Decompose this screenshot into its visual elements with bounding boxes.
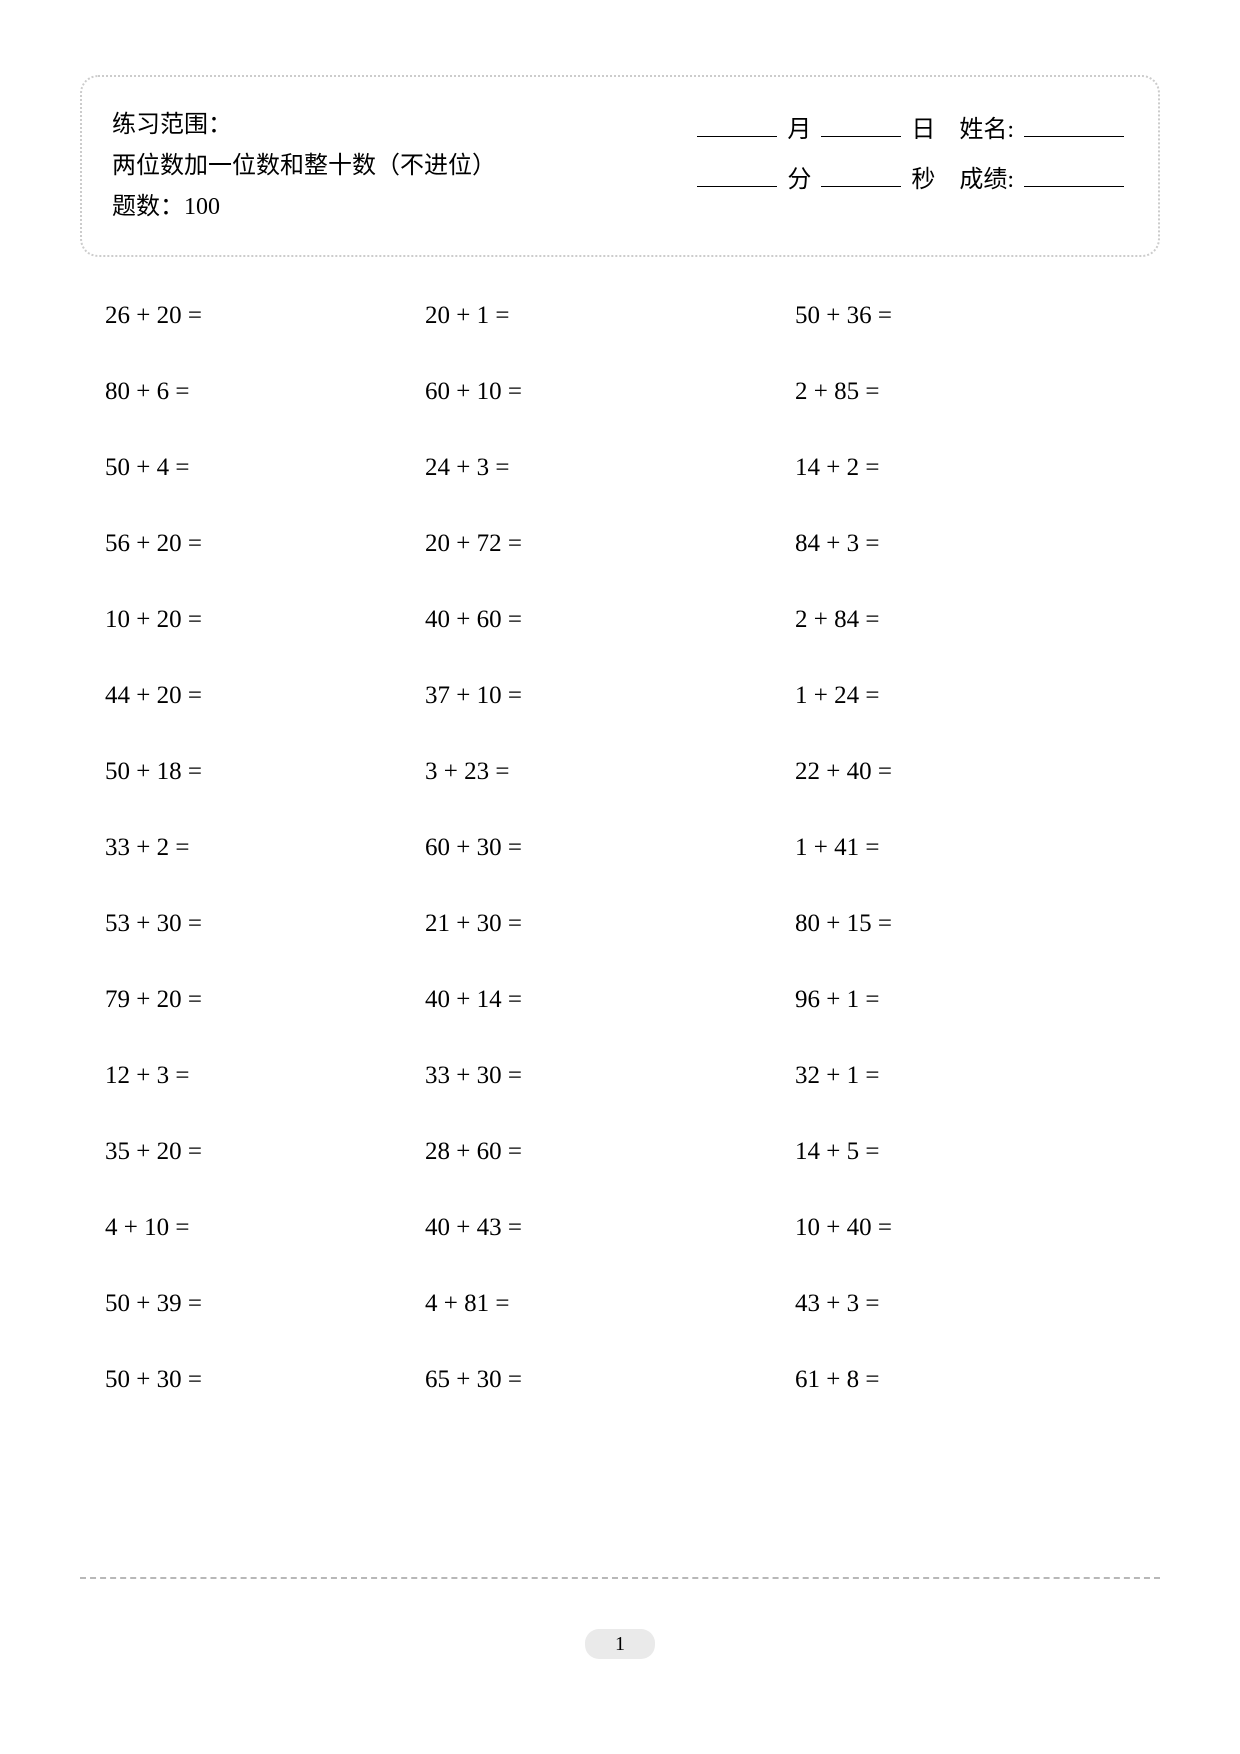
problem-row: 80 + 6 =60 + 10 =2 + 85 =: [105, 378, 1135, 406]
problem-cell: 79 + 20 =: [105, 986, 425, 1014]
problem-cell: 96 + 1 =: [795, 986, 1135, 1014]
problem-row: 33 + 2 =60 + 30 =1 + 41 =: [105, 834, 1135, 862]
problem-cell: 40 + 43 =: [425, 1214, 795, 1242]
score-label: 成绩:: [959, 167, 1014, 193]
name-label: 姓名:: [959, 117, 1014, 143]
problem-cell: 26 + 20 =: [105, 302, 425, 330]
count-value: 100: [184, 194, 220, 220]
score-blank[interactable]: [1024, 186, 1124, 187]
problem-row: 53 + 30 =21 + 30 =80 + 15 =: [105, 910, 1135, 938]
range-line: 练习范围：: [112, 105, 496, 146]
day-label: 日: [911, 117, 935, 143]
problem-cell: 80 + 15 =: [795, 910, 1135, 938]
problem-cell: 10 + 20 =: [105, 606, 425, 634]
problem-row: 12 + 3 =33 + 30 =32 + 1 =: [105, 1062, 1135, 1090]
problems-grid: 26 + 20 =20 + 1 =50 + 36 = 80 + 6 =60 + 1…: [80, 302, 1160, 1394]
count-line: 题数：100: [112, 187, 496, 228]
footer-divider: [80, 1577, 1160, 1579]
problem-cell: 32 + 1 =: [795, 1062, 1135, 1090]
problem-row: 44 + 20 =37 + 10 =1 + 24 =: [105, 682, 1135, 710]
problem-cell: 40 + 14 =: [425, 986, 795, 1014]
worksheet-page: 练习范围： 两位数加一位数和整十数（不进位） 题数：100 月 日 姓名: 分: [0, 0, 1240, 1394]
header-right: 月 日 姓名: 分 秒 成绩:: [693, 105, 1128, 227]
problem-cell: 4 + 81 =: [425, 1290, 795, 1318]
problem-cell: 22 + 40 =: [795, 758, 1135, 786]
range-value: 两位数加一位数和整十数（不进位）: [112, 146, 496, 187]
header-left: 练习范围： 两位数加一位数和整十数（不进位） 题数：100: [112, 105, 496, 227]
problem-cell: 40 + 60 =: [425, 606, 795, 634]
problem-cell: 14 + 2 =: [795, 454, 1135, 482]
problem-row: 50 + 4 =24 + 3 =14 + 2 =: [105, 454, 1135, 482]
problem-row: 79 + 20 =40 + 14 =96 + 1 =: [105, 986, 1135, 1014]
problem-row: 35 + 20 =28 + 60 =14 + 5 =: [105, 1138, 1135, 1166]
problem-row: 4 + 10 =40 + 43 =10 + 40 =: [105, 1214, 1135, 1242]
date-name-line: 月 日 姓名:: [693, 105, 1128, 155]
header-box: 练习范围： 两位数加一位数和整十数（不进位） 题数：100 月 日 姓名: 分: [80, 75, 1160, 257]
name-blank[interactable]: [1024, 136, 1124, 137]
problem-cell: 50 + 18 =: [105, 758, 425, 786]
problem-cell: 12 + 3 =: [105, 1062, 425, 1090]
problem-cell: 56 + 20 =: [105, 530, 425, 558]
page-number-text: 1: [615, 1633, 625, 1656]
second-label: 秒: [911, 167, 935, 193]
problem-cell: 1 + 24 =: [795, 682, 1135, 710]
minute-blank[interactable]: [697, 186, 777, 187]
problem-cell: 60 + 30 =: [425, 834, 795, 862]
problem-row: 50 + 39 =4 + 81 =43 + 3 =: [105, 1290, 1135, 1318]
problem-cell: 1 + 41 =: [795, 834, 1135, 862]
problem-cell: 44 + 20 =: [105, 682, 425, 710]
problem-cell: 33 + 2 =: [105, 834, 425, 862]
problem-cell: 14 + 5 =: [795, 1138, 1135, 1166]
problem-row: 10 + 20 =40 + 60 =2 + 84 =: [105, 606, 1135, 634]
problem-row: 50 + 30 =65 + 30 =61 + 8 =: [105, 1366, 1135, 1394]
problem-row: 56 + 20 =20 + 72 =84 + 3 =: [105, 530, 1135, 558]
problem-cell: 4 + 10 =: [105, 1214, 425, 1242]
problem-cell: 43 + 3 =: [795, 1290, 1135, 1318]
problem-cell: 20 + 1 =: [425, 302, 795, 330]
page-number: 1: [585, 1629, 655, 1659]
problem-cell: 50 + 30 =: [105, 1366, 425, 1394]
problem-cell: 53 + 30 =: [105, 910, 425, 938]
problem-cell: 84 + 3 =: [795, 530, 1135, 558]
problem-cell: 33 + 30 =: [425, 1062, 795, 1090]
problem-cell: 10 + 40 =: [795, 1214, 1135, 1242]
day-blank[interactable]: [821, 136, 901, 137]
problem-cell: 24 + 3 =: [425, 454, 795, 482]
count-label: 题数：: [112, 194, 184, 220]
problem-cell: 50 + 4 =: [105, 454, 425, 482]
problem-cell: 2 + 85 =: [795, 378, 1135, 406]
minute-label: 分: [787, 167, 811, 193]
problem-cell: 65 + 30 =: [425, 1366, 795, 1394]
problem-cell: 80 + 6 =: [105, 378, 425, 406]
problem-cell: 60 + 10 =: [425, 378, 795, 406]
problem-cell: 50 + 39 =: [105, 1290, 425, 1318]
problem-cell: 61 + 8 =: [795, 1366, 1135, 1394]
problem-cell: 50 + 36 =: [795, 302, 1135, 330]
problem-cell: 3 + 23 =: [425, 758, 795, 786]
problem-cell: 20 + 72 =: [425, 530, 795, 558]
problem-cell: 37 + 10 =: [425, 682, 795, 710]
problem-row: 26 + 20 =20 + 1 =50 + 36 =: [105, 302, 1135, 330]
range-label: 练习范围：: [112, 112, 232, 138]
problem-cell: 2 + 84 =: [795, 606, 1135, 634]
problem-cell: 28 + 60 =: [425, 1138, 795, 1166]
problem-cell: 35 + 20 =: [105, 1138, 425, 1166]
problem-row: 50 + 18 =3 + 23 =22 + 40 =: [105, 758, 1135, 786]
time-score-line: 分 秒 成绩:: [693, 155, 1128, 205]
problem-cell: 21 + 30 =: [425, 910, 795, 938]
second-blank[interactable]: [821, 186, 901, 187]
month-label: 月: [787, 117, 811, 143]
month-blank[interactable]: [697, 136, 777, 137]
